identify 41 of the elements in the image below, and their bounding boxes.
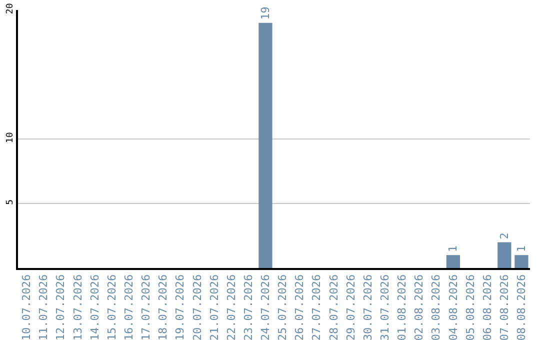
x-tick-label: 21.07.2026	[208, 274, 221, 340]
x-tick-label: 28.07.2026	[327, 274, 340, 340]
x-tick-label: 04.08.2026	[446, 274, 460, 340]
x-tick-label: 07.08.2026	[498, 274, 511, 340]
data-label: 19	[258, 6, 272, 20]
bar	[446, 255, 460, 268]
x-tick-label: 03.08.2026	[430, 274, 443, 340]
data-label: 1	[514, 245, 528, 252]
y-tick-label: 5	[5, 199, 16, 205]
x-tick-label: 05.08.2026	[464, 274, 477, 340]
x-tick-label: 30.07.2026	[361, 274, 374, 340]
x-tick-label: 18.07.2026	[156, 274, 170, 340]
x-tick-label: 19.07.2026	[174, 274, 187, 340]
data-label: 1	[446, 245, 460, 252]
bar	[514, 255, 528, 268]
x-tick-label: 29.07.2026	[344, 274, 358, 340]
x-tick-label: 14.07.2026	[88, 274, 102, 340]
x-tick-label: 27.07.2026	[310, 274, 324, 340]
y-tick-label: 20	[5, 3, 16, 14]
bar	[498, 242, 512, 268]
x-tick-label: 06.08.2026	[480, 274, 494, 340]
x-tick-label: 01.08.2026	[396, 274, 409, 340]
x-tick-label: 20.07.2026	[190, 274, 204, 340]
x-tick-label: 11.07.2026	[37, 274, 50, 340]
x-tick-label: 31.07.2026	[378, 274, 392, 340]
x-tick-label: 15.07.2026	[105, 274, 118, 340]
x-tick-label: 25.07.2026	[276, 274, 290, 340]
x-tick-label: 24.07.2026	[259, 274, 272, 340]
x-tick-label: 22.07.2026	[224, 274, 238, 340]
bar	[258, 22, 272, 268]
x-tick-label: 23.07.2026	[242, 274, 255, 340]
x-tick-label: 12.07.2026	[54, 274, 68, 340]
x-tick-label: 02.08.2026	[412, 274, 426, 340]
data-label: 2	[498, 232, 511, 240]
x-tick-label: 13.07.2026	[71, 274, 84, 340]
x-tick-label: 26.07.2026	[293, 274, 306, 340]
x-tick-label: 16.07.2026	[122, 274, 136, 340]
x-tick-label: 10.07.2026	[20, 274, 34, 340]
x-tick-label: 17.07.2026	[140, 274, 153, 340]
y-tick-label: 10	[5, 132, 16, 144]
x-tick-label: 08.08.2026	[515, 274, 528, 340]
